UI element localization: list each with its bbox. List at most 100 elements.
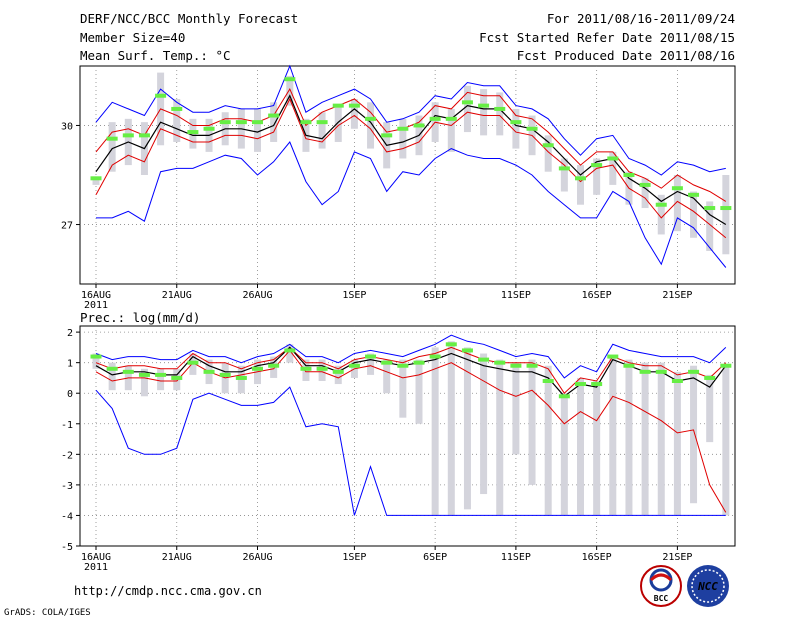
temp-median-mark — [284, 77, 296, 82]
temp-median-mark — [445, 116, 457, 121]
prec-median-mark — [397, 363, 409, 368]
temp-median-mark — [155, 93, 167, 98]
temp-x-tick-label: 16SEP — [582, 290, 612, 301]
prec-median-mark — [671, 379, 683, 383]
temp-ensemble-mean-line — [95, 94, 727, 226]
prec-median-mark — [510, 363, 522, 368]
temp-median-mark — [688, 192, 700, 197]
prec-lower-spread-line — [95, 349, 727, 513]
prec-member-box — [528, 359, 536, 485]
temp-median-mark — [591, 163, 603, 168]
prec-median-mark — [688, 369, 700, 374]
prec-median-mark — [558, 394, 570, 399]
prec-member-box — [673, 371, 681, 516]
temp-x-year-label: 2011 — [84, 300, 108, 311]
temp-median-mark — [671, 186, 683, 191]
temp-median-mark — [429, 116, 441, 121]
temp-member-box — [577, 165, 584, 205]
prec-median-mark — [106, 366, 118, 371]
prec-x-tick-label: 26AUG — [242, 552, 272, 563]
prec-max-line — [95, 334, 727, 379]
prec-median-mark — [607, 354, 619, 359]
prec-median-mark — [542, 379, 554, 383]
temp-member-box — [350, 99, 358, 129]
temp-member-box — [173, 99, 181, 142]
temp-x-tick-label: 16AUG — [81, 290, 111, 301]
ncc-logo-ring — [691, 569, 725, 603]
prec-y-tick-label: 1 — [67, 359, 73, 370]
prec-median-mark — [478, 357, 490, 362]
temp-median-mark — [219, 120, 231, 125]
forecast-produced-date: Fcst Produced Date 2011/08/16 — [517, 48, 735, 63]
footer-url[interactable]: http://cmdp.ncc.cma.gov.cn — [74, 584, 262, 598]
temp-member-box — [399, 118, 407, 159]
prec-member-box — [625, 359, 633, 516]
temp-member-box — [318, 112, 326, 149]
prec-member-box — [706, 374, 714, 443]
prec-x-tick-label: 16SEP — [582, 552, 612, 563]
prec-x-tick-label: 6SEP — [423, 552, 447, 563]
temp-median-mark — [655, 202, 667, 207]
temp-median-mark — [720, 206, 732, 211]
prec-member-box — [593, 381, 601, 516]
prec-median-mark — [445, 342, 457, 347]
prec-median-mark — [429, 354, 441, 359]
prec-median-mark — [316, 366, 328, 371]
temp-min-line — [96, 141, 727, 268]
temp-member-box — [92, 178, 100, 185]
prec-median-mark — [268, 363, 280, 368]
temp-member-box — [254, 108, 261, 152]
precipitation-panel: -5 -4 -3 -2 -1 0 1 2 16AUG 21AUG 26AUG 1SEP 6SEP 11SE… — [61, 325, 736, 573]
temp-y-tick-label: 27 — [61, 221, 73, 232]
temp-median-mark — [138, 133, 150, 138]
temp-median-mark — [413, 123, 425, 128]
temp-median-mark — [607, 156, 619, 161]
member-size: Member Size=40 — [80, 30, 185, 45]
prec-median-mark — [300, 366, 312, 371]
temp-x-tick-label: 21SEP — [662, 290, 692, 301]
temp-median-mark — [268, 113, 280, 118]
temp-member-box — [480, 89, 488, 136]
prec-median-mark — [591, 382, 603, 387]
prec-member-box — [92, 353, 100, 369]
ncc-logo: NCC — [687, 565, 729, 607]
temp-member-box — [544, 135, 552, 172]
temp-member-box — [560, 158, 568, 192]
temp-member-box — [593, 158, 601, 195]
temperature-panel-title: Mean Surf. Temp.: °C — [80, 48, 231, 63]
temp-median-mark — [704, 206, 716, 211]
grads-credit: GrADS: COLA/IGES — [4, 608, 91, 618]
temp-median-mark — [300, 120, 312, 125]
temp-member-box — [690, 191, 698, 238]
prec-median-mark — [526, 363, 538, 368]
temp-median-mark — [122, 133, 134, 138]
temp-member-box — [334, 105, 342, 142]
temp-median-mark — [348, 103, 360, 108]
temp-member-box — [463, 85, 471, 133]
temp-median-mark — [558, 166, 570, 171]
prec-ensemble-mean-line — [95, 346, 727, 398]
prec-member-box — [463, 347, 471, 510]
temp-median-mark — [542, 143, 554, 148]
prec-x-tick-label: 1SEP — [342, 552, 366, 563]
temp-member-box — [108, 122, 116, 172]
temp-x-tick-label: 26AUG — [242, 290, 272, 301]
prec-median-mark — [219, 372, 231, 377]
temp-median-mark — [510, 120, 522, 125]
prec-member-box — [512, 362, 520, 455]
prec-median-mark — [171, 375, 183, 380]
prec-member-box — [609, 356, 617, 516]
prec-member-box — [415, 359, 423, 424]
prec-y-tick-label: -5 — [61, 542, 73, 553]
prec-median-mark — [235, 375, 247, 380]
temp-member-box — [673, 175, 681, 232]
forecast-started-date: Fcst Started Refer Date 2011/08/15 — [479, 30, 735, 45]
temp-member-box — [722, 175, 730, 255]
prec-member-box — [431, 347, 439, 516]
temp-member-box — [512, 108, 520, 149]
temp-median-mark — [203, 126, 215, 131]
prec-member-box — [157, 368, 165, 391]
prec-median-mark — [655, 369, 667, 374]
temp-median-mark — [316, 120, 328, 125]
prec-member-box — [544, 365, 552, 516]
